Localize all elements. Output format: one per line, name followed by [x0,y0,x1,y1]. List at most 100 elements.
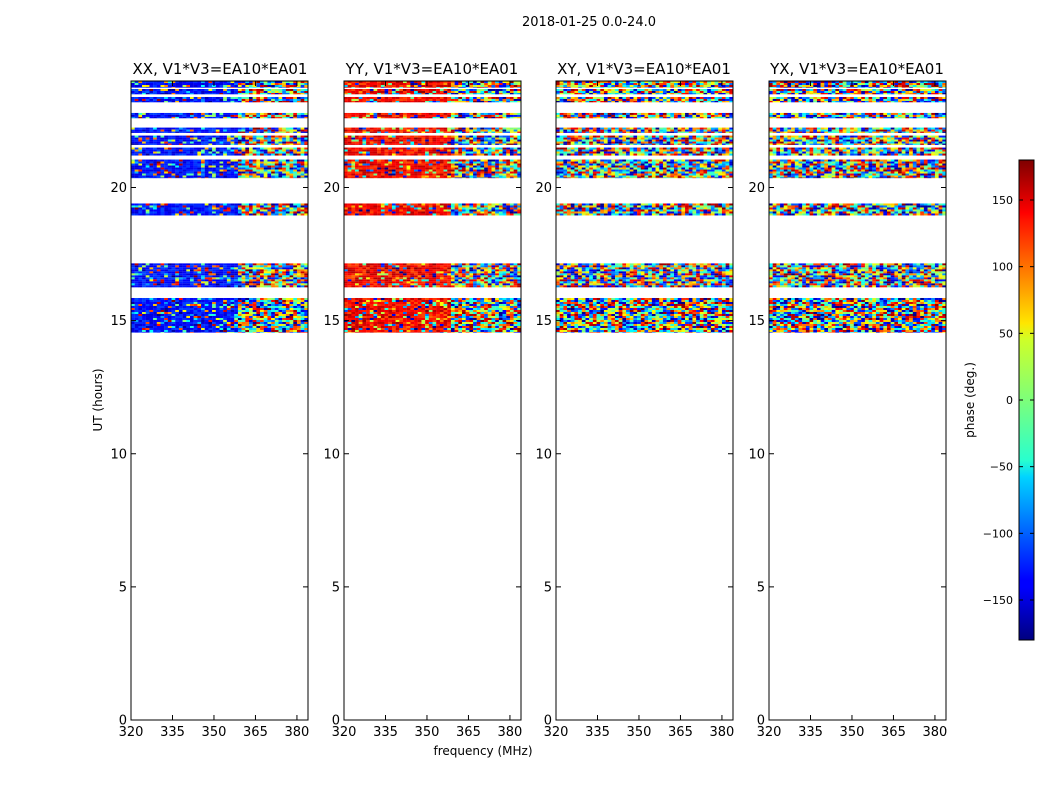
phase-cell [369,301,374,304]
phase-cell [212,271,216,274]
phase-cell [212,305,216,308]
phase-cell [237,151,242,154]
phase-cell [296,277,301,280]
phase-cell [156,279,161,282]
phase-cell [439,323,444,326]
phase-cell [245,273,250,276]
phase-cell [178,90,183,93]
phase-cell [193,177,198,179]
phase-cell [344,313,348,316]
phase-cell [145,127,150,130]
phase-cell [208,112,213,115]
phase-cell [473,303,477,306]
phase-cell [256,305,261,308]
phase-cell [304,297,309,300]
phase-cell [369,297,374,300]
phase-cell [182,87,187,88]
phase-cell [300,285,305,288]
phase-cell [249,177,253,179]
phase-cell [410,329,415,332]
phase-cell [153,315,157,318]
phase-cell [212,129,216,132]
phase-cell [274,161,279,164]
phase-cell [373,267,378,270]
phase-cell [450,281,455,284]
phase-cell [469,265,474,268]
phase-cell [215,327,220,330]
phase-cell [197,173,202,176]
phase-cell [134,305,139,308]
phase-cell [171,167,176,170]
phase-cell [263,114,268,117]
phase-cell [495,279,500,282]
phase-cell [465,271,470,274]
phase-cell [267,273,272,276]
phase-cell [263,98,268,101]
phase-cell [274,285,279,288]
phase-cell [399,307,404,310]
phase-cell [304,307,309,310]
phase-cell [369,331,374,333]
phase-cell [193,96,198,99]
phase-cell [153,211,157,214]
phase-cell [278,305,283,308]
phase-cell [293,271,298,274]
phase-cell [450,265,455,268]
phase-cell [138,323,143,326]
phase-cell [230,129,235,132]
phase-cell [256,143,261,145]
phase-cell [278,209,283,212]
phase-cell [186,269,191,272]
phase-cell [256,163,261,166]
phase-cell [175,325,180,328]
phase-cell [432,313,437,316]
phase-cell [267,207,272,210]
phase-cell [282,177,287,179]
phase-cell [439,281,444,284]
phase-cell [399,317,404,320]
phase-cell [414,311,418,314]
phase-cell [182,319,187,322]
phase-cell [263,329,268,332]
phase-cell [167,151,172,154]
phase-cell [204,279,209,282]
phase-cell [237,275,242,278]
phase-cell [395,313,400,316]
phase-cell [223,137,228,140]
phase-cell [212,135,216,138]
phase-cell [388,265,393,268]
phase-cell [256,267,261,270]
phase-cell [193,159,198,162]
phase-cell [484,313,488,316]
phase-cell [282,311,287,314]
phase-cell [186,325,191,328]
phase-cell [300,275,305,278]
phase-cell [156,273,161,276]
phase-cell [487,265,492,268]
phase-cell [149,319,154,322]
phase-cell [454,331,459,333]
phase-cell [256,303,261,306]
phase-cell [263,205,268,208]
phase-cell [282,321,287,324]
phase-cell [267,319,272,322]
phase-cell [300,147,305,150]
phase-cell [212,307,216,310]
phase-cell [406,267,411,270]
phase-cell [293,173,298,176]
phase-cell [373,307,378,310]
phase-cell [476,297,481,300]
phase-cell [278,83,283,85]
phase-cell [149,297,154,300]
phase-cell [164,325,169,328]
phase-cell [300,96,305,99]
phase-cell [358,265,363,268]
phase-cell [509,205,514,208]
phase-cell [417,267,422,270]
phase-cell [204,211,209,214]
phase-cell [282,137,287,140]
phase-cell [208,303,213,306]
phase-cell [304,96,309,99]
phase-cell [458,301,463,304]
phase-cell [201,92,205,95]
